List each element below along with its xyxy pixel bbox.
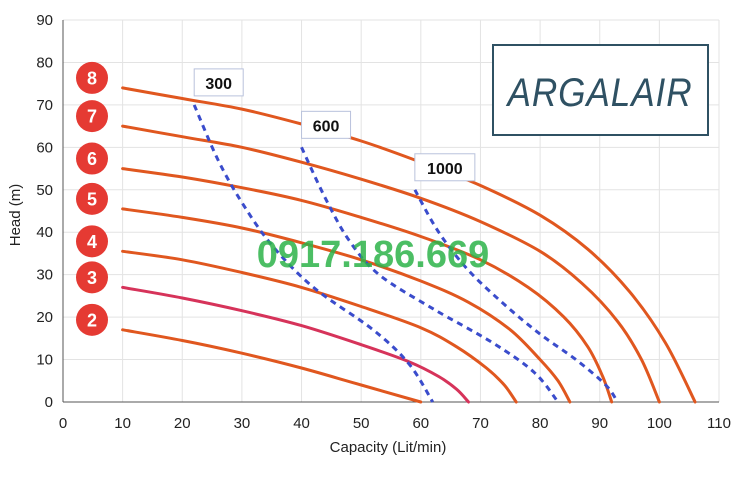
y-tick-label: 0 [45,394,53,411]
y-tick-label: 10 [36,352,53,369]
x-tick-label: 80 [532,415,549,432]
series-line-3 [121,285,470,404]
speed-label-box-600 [301,110,352,139]
series-badge-label-8: 8 [87,68,97,88]
y-tick-label: 30 [36,267,53,284]
series-badge-label-4: 4 [87,232,97,252]
series-line-2 [121,328,423,404]
x-tick-label: 40 [293,415,310,432]
speed-labels: 300 600 1000 [193,68,476,182]
y-tick-label: 80 [36,54,53,71]
x-tick-label: 10 [114,415,131,432]
series-badge-label-3: 3 [87,268,97,288]
axes [62,20,719,403]
y-tick-label: 70 [36,97,53,114]
series-badge-6 [76,142,108,175]
series-badge-5 [76,182,108,215]
series-line-6 [121,167,614,404]
speed-label-box-1000 [414,153,476,182]
x-axis-title: Capacity (Lit/min) [330,439,447,456]
tick-labels: 0 10 20 30 40 50 60 70 80 90 100 110010203040506070… [36,12,731,432]
x-tick-label: 60 [412,415,429,432]
speed-label-600: 600 [313,118,340,135]
x-tick-label: 90 [591,415,608,432]
series-badge-8 [76,61,108,94]
watermark: 0917.186.669 [257,234,489,276]
logo: ARGALAIR [492,44,709,136]
y-tick-label: 60 [36,139,53,156]
series-badge-label-2: 2 [87,310,97,330]
x-tick-label: 110 [707,415,731,432]
y-tick-label: 40 [36,224,53,241]
x-tick-label: 30 [234,415,251,432]
series-badge-2 [76,303,108,336]
series-line-5 [121,207,572,404]
y-tick-label: 90 [36,12,53,29]
x-tick-label: 70 [472,415,489,432]
series-line-4 [121,249,518,404]
series-badge-label-6: 6 [87,149,97,169]
y-tick-label: 50 [36,182,53,199]
series-badge-3 [76,261,108,294]
speed-label-300: 300 [205,76,232,93]
series-badge-label-7: 7 [87,107,97,127]
series-badges: 2 3 4 5 6 7 8 [76,61,108,336]
x-tick-label: 50 [353,415,370,432]
speed-label-1000: 1000 [427,161,463,178]
series-badge-4 [76,225,108,258]
logo-text: ARGALAIR [506,71,693,115]
speed-lines [192,104,619,403]
y-tick-label: 20 [36,309,53,326]
speed-label-box-300 [193,68,244,97]
speed-line-1000 [413,189,619,403]
x-tick-label: 0 [59,415,67,432]
series-badge-7 [76,100,108,133]
series-line-7 [121,124,661,404]
x-tick-label: 20 [174,415,191,432]
series-badge-label-5: 5 [87,189,97,209]
y-axis-title: Head (m) [7,184,24,247]
x-tick-label: 100 [647,415,672,432]
